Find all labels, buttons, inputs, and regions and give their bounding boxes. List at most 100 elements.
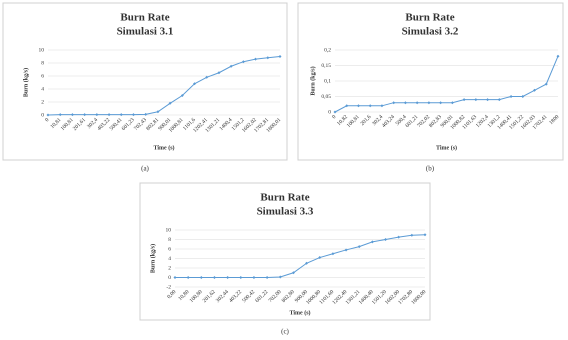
point-marker — [107, 113, 111, 117]
y-tick-label: 0 — [168, 275, 171, 281]
chart-subtitle: Simulasi 3.3 — [257, 206, 314, 218]
point-marker — [462, 98, 466, 102]
point-marker — [199, 276, 203, 279]
panel-frame — [2, 2, 288, 161]
point-marker — [291, 271, 295, 275]
point-marker — [58, 113, 62, 117]
y-tick-label: -2 — [166, 284, 171, 290]
point-marker — [370, 240, 374, 244]
y-tick-label: 2 — [168, 265, 171, 271]
caption: (c) — [281, 328, 289, 336]
point-marker — [305, 261, 309, 265]
point-marker — [384, 238, 388, 241]
point-marker — [427, 101, 431, 105]
y-axis-label: Burn (kg/s) — [149, 244, 156, 273]
point-marker — [212, 276, 216, 279]
point-marker — [556, 54, 560, 58]
point-marker — [423, 233, 427, 237]
point-marker — [380, 104, 384, 108]
point-marker — [180, 94, 184, 97]
point-marker — [521, 95, 525, 98]
y-tick-label: 0,2 — [324, 47, 331, 53]
point-marker — [278, 55, 282, 58]
point-marker — [357, 245, 361, 249]
x-tick-label: 403,24 — [381, 114, 396, 129]
point-marker — [254, 57, 258, 61]
y-tick-label: 0,15 — [321, 63, 331, 69]
point-marker — [156, 110, 160, 114]
chart-title: Burn Rate — [260, 192, 309, 204]
x-tick-label: 0 — [44, 117, 50, 123]
y-tick-label: 10 — [39, 47, 45, 53]
y-tick-label: 2 — [41, 99, 44, 105]
x-tick-label: 0 — [331, 114, 337, 120]
point-marker — [333, 110, 337, 114]
series-line — [175, 234, 426, 278]
x-tick-label: 802,80 — [281, 289, 296, 304]
series-line — [47, 56, 281, 116]
y-axis-label: Burn (kg/s) — [309, 66, 316, 95]
point-marker — [368, 104, 372, 108]
point-marker — [497, 98, 501, 102]
x-tick-label: 201,62 — [202, 289, 217, 304]
point-marker — [205, 75, 209, 79]
x-tick-label: 500,42 — [241, 289, 256, 304]
x-axis-label: Time (s) — [436, 144, 457, 151]
point-marker — [410, 233, 414, 237]
point-marker — [70, 113, 74, 117]
chart-title: Burn Rate — [405, 12, 454, 24]
point-marker — [226, 276, 230, 279]
point-marker — [318, 256, 322, 260]
x-tick-label: 302,44 — [215, 289, 230, 304]
x-tick-label: 100,81 — [346, 114, 361, 129]
point-marker — [415, 101, 419, 105]
x-tick-label: 702,00 — [268, 289, 283, 304]
point-marker — [392, 101, 396, 105]
caption: (a) — [141, 165, 149, 173]
y-axis-label: Burn (kg/s) — [22, 68, 29, 97]
point-marker — [356, 104, 360, 108]
y-tick-label: 0,1 — [324, 78, 331, 84]
y-tick-label: 8 — [168, 237, 171, 243]
point-marker — [544, 82, 548, 86]
panel-frame — [139, 182, 431, 321]
x-tick-label: 201,6 — [360, 114, 373, 127]
point-marker — [95, 113, 99, 117]
point-marker — [119, 113, 123, 117]
y-tick-label: 10 — [166, 227, 172, 233]
point-marker — [168, 101, 172, 105]
point-marker — [241, 60, 245, 64]
point-marker — [509, 95, 513, 98]
point-marker — [403, 101, 407, 105]
point-marker — [474, 98, 478, 102]
caption: (b) — [426, 165, 435, 173]
x-tick-label: 1800,00 — [410, 289, 427, 306]
point-marker — [345, 104, 349, 108]
point-marker — [252, 276, 256, 279]
y-tick-label: 4 — [41, 86, 44, 92]
y-tick-label: 0,05 — [321, 94, 331, 100]
point-marker — [486, 98, 490, 102]
y-tick-label: 4 — [168, 256, 171, 262]
y-tick-label: 8 — [41, 60, 44, 66]
point-marker — [450, 101, 454, 105]
point-marker — [397, 235, 401, 239]
point-marker — [344, 248, 348, 252]
point-marker — [533, 88, 537, 92]
point-marker — [46, 113, 50, 117]
chart-subtitle: Simulasi 3.1 — [117, 26, 174, 38]
point-marker — [278, 275, 282, 279]
point-marker — [265, 276, 269, 279]
x-tick-label: 1800 — [548, 114, 560, 126]
x-tick-label: 601,22 — [254, 289, 269, 304]
x-tick-label: 100,80 — [189, 289, 204, 304]
series-line — [334, 56, 559, 113]
point-marker — [331, 252, 335, 256]
y-tick-label: 6 — [168, 246, 171, 252]
x-tick-label: 403,22 — [228, 289, 243, 304]
chart-subtitle: Simulasi 3.2 — [402, 26, 459, 38]
point-marker — [144, 112, 148, 116]
panel-frame — [297, 2, 564, 161]
